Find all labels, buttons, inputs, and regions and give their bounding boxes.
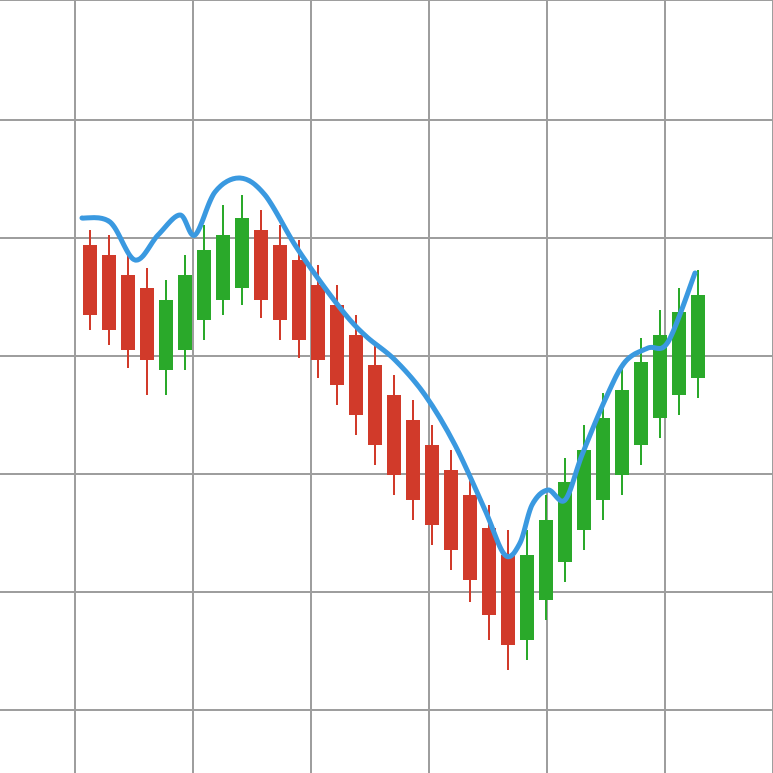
candlestick-chart — [0, 0, 773, 773]
chart-candles — [83, 195, 705, 670]
